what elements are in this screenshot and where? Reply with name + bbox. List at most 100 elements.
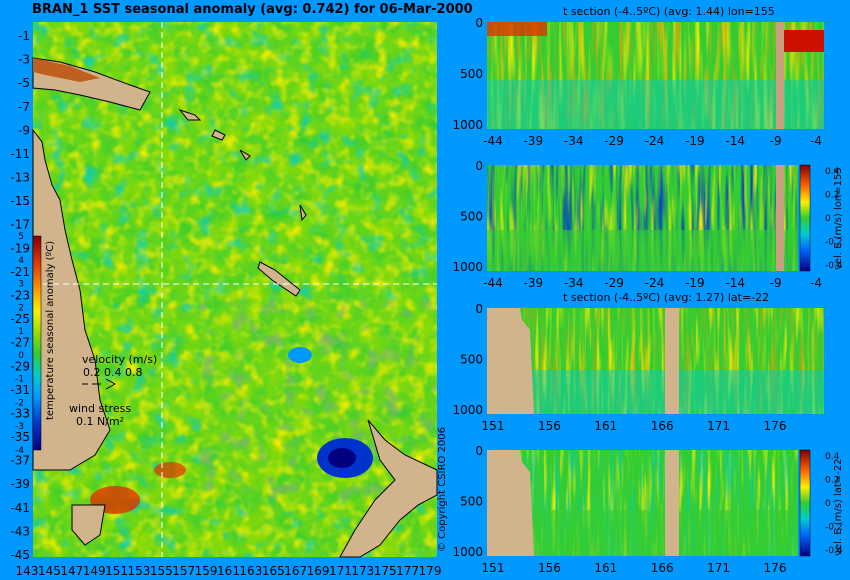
map-lat-tick: -37 [10,454,30,468]
panel2-x-tick: -4 [810,276,822,290]
map-lon-tick: 151 [105,564,128,578]
panel2-y-tick: 1000 [452,260,483,274]
panel4-side-label: vel. E (m/s) lat=-22 [833,458,844,556]
map-colorbar-tick: -1 [15,375,24,385]
map-colorbar-tick: 4 [18,256,24,266]
map-lat-tick: -19 [10,241,30,255]
panel4-colorbar-tick: -0.4 [825,546,843,556]
panel2-colorbar-tick: 0.2 [825,191,839,201]
copyright: © Copyright CSIRO 2006 [437,427,448,552]
map-colorbar-tick: -2 [15,398,24,408]
map-colorbar-tick: 2 [18,303,24,313]
panel2-x-tick: -34 [564,276,584,290]
panel1-x-tick: -24 [645,134,665,148]
map-lon-tick: 149 [83,564,106,578]
panel4-colorbar-tick: 0.4 [825,452,840,462]
map-lon-tick: 163 [239,564,262,578]
map-lat-tick: -45 [10,548,30,562]
panel2-colorbar-tick: -0.4 [825,261,843,271]
velocity-key-arrows [82,378,117,390]
panel2-x-tick: -19 [685,276,705,290]
wind-stress-value: 0.1 N/m² [76,415,125,428]
map-lat-tick: -41 [10,501,30,515]
panel3-y-tick: 500 [460,352,483,366]
map-lon-tick: 175 [374,564,397,578]
panel2-x-tick: -29 [604,276,624,290]
panel1-x-tick: -9 [770,134,782,148]
map-lat-tick: -33 [10,406,30,420]
panel2-colorbar-tick: 0.4 [825,167,840,177]
map-lat-tick: -43 [10,524,30,538]
map-lat-tick: -1 [18,29,30,43]
panel2-colorbar [799,164,811,272]
map-colorbar-tick: 0 [18,351,24,361]
panel1-y-tick: 500 [460,67,483,81]
map-lat-tick: -27 [10,336,30,350]
panel3-x-tick: 176 [764,419,787,433]
map-lat-tick: -39 [10,477,30,491]
map-lat-tick: -5 [18,76,30,90]
map-colorbar-tick: 1 [18,327,24,337]
map-lon-tick: 177 [396,564,419,578]
panel4-x-tick: 156 [538,561,561,575]
map-colorbar [32,235,42,451]
panel1-x-tick: -44 [483,134,503,148]
map-lon-tick: 167 [284,564,307,578]
map-colorbar-tick: -4 [15,446,24,456]
map-colorbar-tick: 5 [18,232,24,242]
panel4-x-tick: 176 [764,561,787,575]
panel4-colorbar [799,449,811,557]
panel2-x-tick: -9 [770,276,782,290]
map-lat-tick: -9 [18,123,30,137]
panel2-x-tick: -14 [725,276,745,290]
panel1-x-tick: -34 [564,134,584,148]
map-lat-tick: -35 [10,430,30,444]
panel4-x-tick: 151 [482,561,505,575]
panel3-x-tick: 151 [482,419,505,433]
panel3-y-tick: 1000 [452,403,483,417]
panel3-x-tick: 166 [651,419,674,433]
map-colorbar-label: temperature seasonal anomaly (ºC) [45,240,56,420]
panel2-side-label: vel. E (m/s) lon=155 [833,167,844,270]
panel3-x-tick: 156 [538,419,561,433]
panel4-colorbar-tick: -0.2 [825,523,843,533]
map-lon-tick: 155 [150,564,173,578]
panel2-colorbar-tick: 0 [825,214,831,224]
map-lon-tick: 171 [329,564,352,578]
map-lat-tick: -21 [10,265,30,279]
map-lat-tick: -25 [10,312,30,326]
map-lat-tick: -7 [18,100,30,114]
panel4-x-tick: 171 [707,561,730,575]
panel2-y-tick: 0 [475,159,483,173]
panel4-y-tick: 0 [475,444,483,458]
panel1-y-tick: 0 [475,16,483,30]
map-lon-tick: 157 [172,564,195,578]
panel4-x-tick: 161 [594,561,617,575]
map-lat-tick: -11 [10,147,30,161]
main-title: BRAN_1 SST seasonal anomaly (avg: 0.742)… [32,2,473,17]
velocity-label: velocity (m/s) [82,353,158,366]
panel3-x-tick: 161 [594,419,617,433]
panel2-x-tick: -39 [524,276,544,290]
map-lat-tick: -29 [10,359,30,373]
panel1-title: t section (-4..5ºC) (avg: 1.44) lon=155 [563,5,775,18]
wind-stress-label: wind stress [69,402,132,415]
map-lon-tick: 165 [262,564,285,578]
map-lon-tick: 173 [351,564,374,578]
panel2-x-tick: -44 [483,276,503,290]
map-lon-tick: 179 [419,564,442,578]
panel3-x-tick: 171 [707,419,730,433]
map-lat-tick: -17 [10,218,30,232]
panel4-y-tick: 1000 [452,545,483,559]
map-lat-tick: -23 [10,289,30,303]
land-masses [32,57,438,558]
map-lon-tick: 147 [60,564,83,578]
map-lon-tick: 143 [16,564,39,578]
panel1-x-tick: -19 [685,134,705,148]
map-lon-tick: 153 [127,564,150,578]
panel4-y-tick: 500 [460,494,483,508]
velocity-values: 0.2 0.4 0.8 [83,366,143,379]
panel1-x-tick: -29 [604,134,624,148]
map-colorbar-tick: 3 [18,280,24,290]
